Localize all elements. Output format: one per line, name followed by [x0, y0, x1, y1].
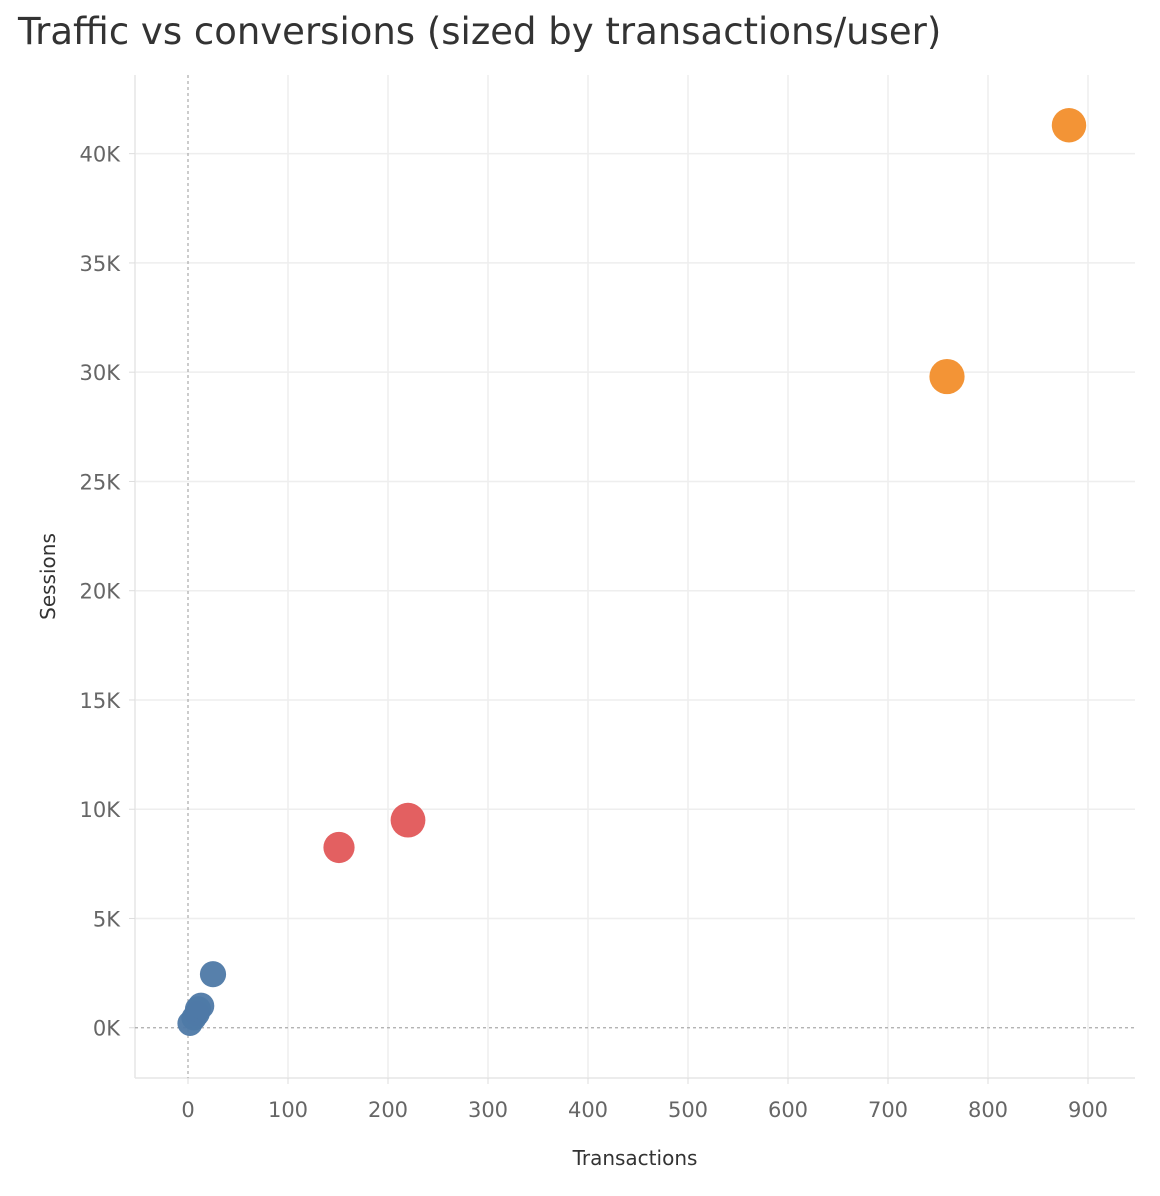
y-axis-title: Sessions — [36, 533, 60, 620]
y-tick-label: 30K — [80, 361, 122, 385]
y-tick-label: 15K — [80, 689, 122, 713]
zero-lines — [135, 75, 1135, 1078]
chart-title: Traffic vs conversions (sized by transac… — [18, 10, 942, 53]
x-tick-label: 200 — [368, 1098, 408, 1122]
x-axis-ticks: 0 100 200 300 400 500 600 700 800 900 — [181, 1078, 1108, 1122]
y-axis-ticks: 0K 5K 10K 15K 20K 25K 30K 35K 40K — [80, 143, 135, 1041]
x-tick-label: 400 — [568, 1098, 608, 1122]
x-tick-label: 300 — [468, 1098, 508, 1122]
x-tick-label: 0 — [181, 1098, 194, 1122]
x-tick-label: 100 — [268, 1098, 308, 1122]
data-point — [1051, 108, 1087, 143]
y-tick-label: 5K — [93, 907, 121, 931]
data-point — [187, 992, 215, 1020]
x-tick-label: 900 — [1068, 1098, 1108, 1122]
data-points — [177, 108, 1087, 1036]
y-tick-label: 40K — [80, 143, 122, 167]
y-tick-label: 0K — [93, 1017, 121, 1041]
y-tick-label: 10K — [80, 798, 122, 822]
x-tick-label: 700 — [868, 1098, 908, 1122]
y-tick-label: 20K — [80, 580, 122, 604]
x-axis-title: Transactions — [572, 1146, 698, 1170]
x-tick-label: 500 — [668, 1098, 708, 1122]
data-point — [390, 802, 426, 838]
data-point — [929, 358, 965, 395]
data-point — [323, 831, 355, 864]
x-tick-label: 800 — [968, 1098, 1008, 1122]
grid-lines — [134, 75, 1135, 1079]
y-tick-label: 35K — [80, 252, 122, 276]
x-tick-label: 600 — [768, 1098, 808, 1122]
y-tick-label: 25K — [80, 470, 122, 494]
data-point — [199, 961, 227, 988]
